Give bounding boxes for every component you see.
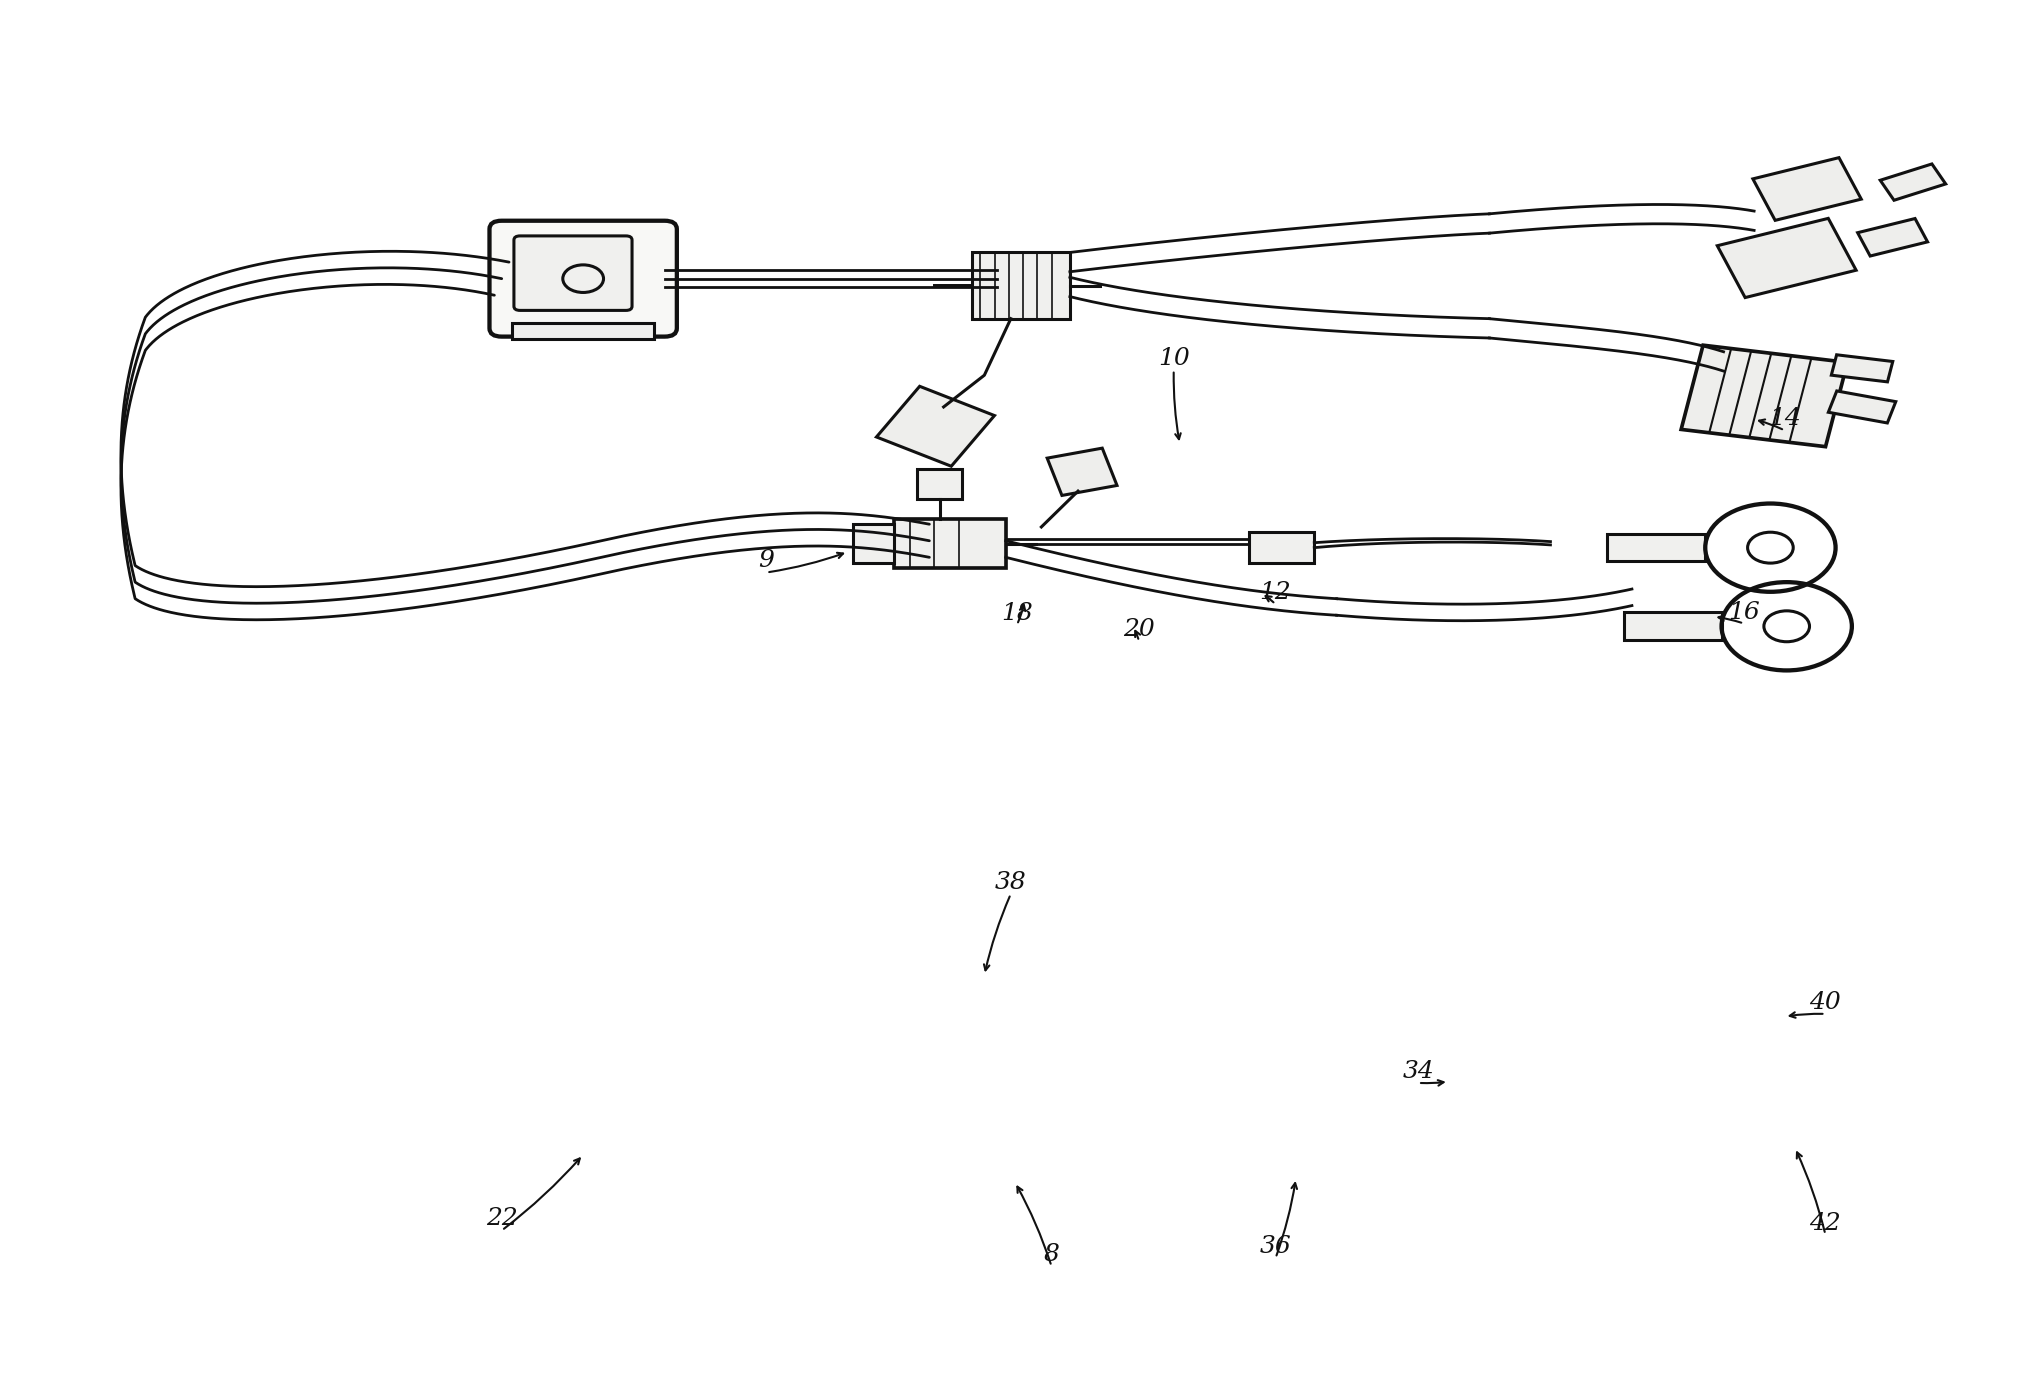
Polygon shape — [1048, 449, 1117, 496]
Polygon shape — [1752, 158, 1860, 220]
Bar — [894, 519, 1007, 568]
Bar — [1623, 612, 1721, 640]
Text: 20: 20 — [1123, 619, 1156, 641]
Text: 42: 42 — [1809, 1212, 1842, 1234]
Text: 8: 8 — [1043, 1244, 1060, 1266]
Polygon shape — [1681, 345, 1848, 446]
Polygon shape — [1832, 355, 1893, 382]
Text: 10: 10 — [1158, 346, 1190, 370]
Text: 22: 22 — [486, 1208, 517, 1230]
Polygon shape — [1881, 163, 1946, 201]
Polygon shape — [1828, 391, 1895, 422]
FancyBboxPatch shape — [490, 220, 676, 337]
Text: 14: 14 — [1768, 407, 1801, 431]
Polygon shape — [1858, 219, 1928, 256]
Text: 9: 9 — [758, 550, 774, 572]
Bar — [854, 524, 894, 562]
Bar — [1250, 532, 1315, 562]
Bar — [513, 323, 653, 339]
Text: 34: 34 — [1403, 1060, 1433, 1083]
Bar — [917, 470, 962, 500]
Polygon shape — [876, 386, 994, 467]
Bar — [1607, 533, 1705, 561]
Text: 40: 40 — [1809, 990, 1842, 1014]
Polygon shape — [1717, 219, 1856, 298]
Text: 18: 18 — [1001, 602, 1033, 625]
Bar — [972, 252, 1070, 319]
Text: 12: 12 — [1260, 582, 1291, 604]
FancyBboxPatch shape — [515, 235, 633, 310]
Text: 38: 38 — [994, 871, 1027, 893]
Text: 16: 16 — [1728, 601, 1760, 623]
Text: 36: 36 — [1260, 1235, 1291, 1258]
